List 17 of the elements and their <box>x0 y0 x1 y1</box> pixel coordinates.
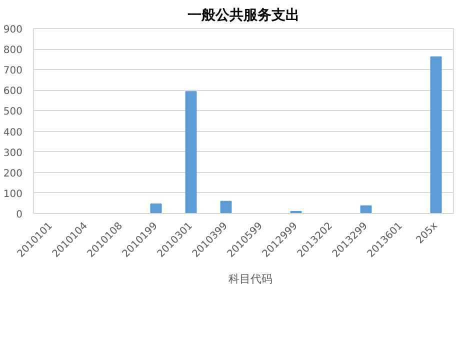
y-tick-label: 500 <box>3 106 23 118</box>
text: 科目代码 <box>228 272 272 286</box>
chart-title: 一般公共服务支出 <box>188 8 300 24</box>
bar <box>185 91 197 214</box>
y-tick-label: 200 <box>3 168 23 180</box>
y-tick-label: 300 <box>3 148 23 159</box>
y-tick-label: 700 <box>3 66 23 77</box>
y-tick-label: 800 <box>3 45 23 56</box>
y-tick-label: 400 <box>3 127 23 138</box>
y-tick-label: 100 <box>3 188 23 200</box>
y-tick-label: 900 <box>3 24 23 36</box>
bar <box>150 204 162 214</box>
bar <box>360 205 372 214</box>
y-tick-label: 600 <box>3 86 23 98</box>
y-tick-label: 0 <box>16 210 23 220</box>
bar <box>430 56 442 214</box>
bar <box>220 200 232 214</box>
